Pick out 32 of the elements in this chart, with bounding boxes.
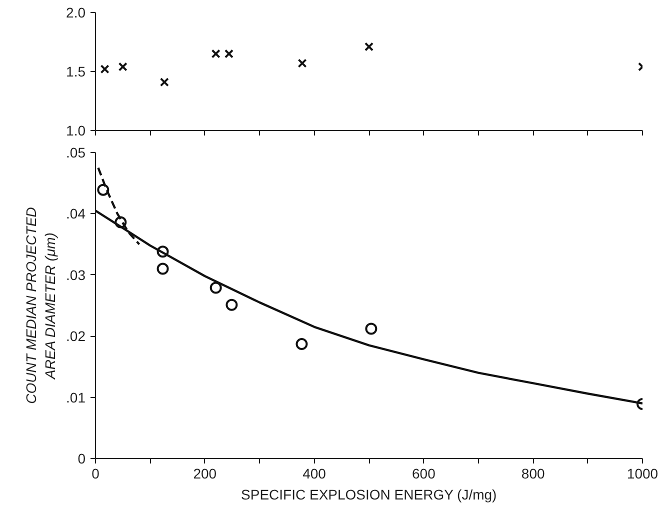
x-tick-label: 0 [92, 466, 100, 482]
point [156, 262, 169, 275]
x-tick-label: 600 [412, 466, 436, 482]
point [224, 49, 234, 58]
y-tick-label: 2.0 [66, 4, 86, 20]
point [100, 64, 110, 74]
point [296, 338, 308, 350]
y-tick-label: 1.0 [66, 122, 86, 138]
x-tick-label: 800 [521, 466, 545, 482]
y-tick-label: .03 [66, 266, 86, 283]
y-tick-label: .05 [66, 144, 86, 160]
x-axis-title: SPECIFIC EXPLOSION ENERGY (J/mg) [241, 486, 497, 502]
x-tick-label: 1000 [626, 466, 658, 482]
y-tick-label: 1.5 [66, 64, 86, 80]
point [210, 282, 222, 294]
point [298, 58, 307, 68]
y-tick-label: .01 [66, 389, 86, 406]
x-tick-label: 400 [302, 466, 326, 482]
y-tick-label: 0 [78, 450, 86, 466]
point [365, 322, 378, 335]
point [211, 49, 220, 58]
point [114, 216, 127, 228]
x-tick-label: 200 [193, 466, 217, 482]
point [160, 78, 169, 87]
point [97, 184, 110, 196]
point [226, 298, 238, 311]
y-tick-label: .02 [66, 328, 86, 344]
y-tick-label: .04 [66, 206, 86, 222]
point [156, 246, 169, 258]
y-axis-title: COUNT MEDIAN PROJECTED AREA DIAMETER (μm) [22, 207, 58, 404]
point [118, 62, 128, 72]
point [364, 42, 374, 52]
